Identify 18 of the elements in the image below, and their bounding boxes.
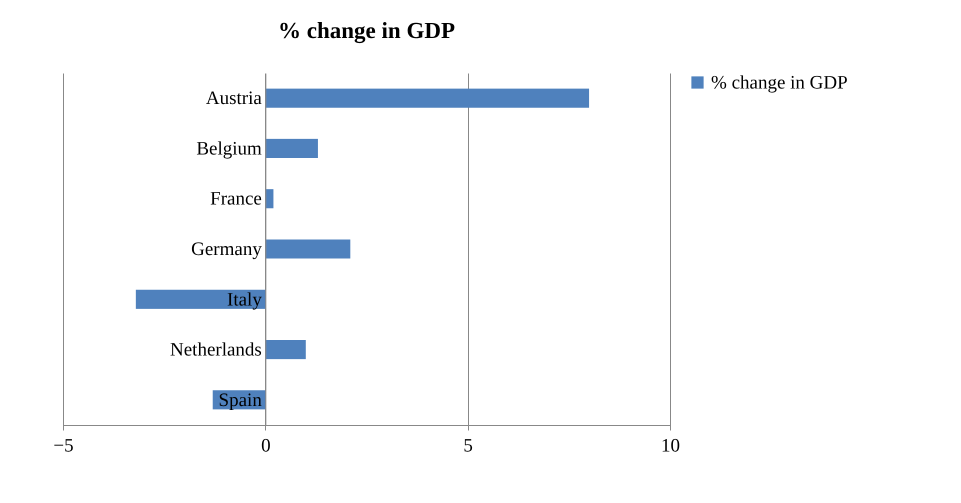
legend-label: % change in GDP (711, 72, 848, 94)
bar (265, 138, 318, 158)
x-tick-label: 10 (661, 436, 680, 456)
chart-title: % change in GDP (278, 18, 455, 44)
x-tick-label: 0 (261, 436, 271, 456)
y-tick-label: Spain (218, 390, 262, 411)
bar (136, 290, 266, 309)
y-tick-label: Germany (191, 239, 262, 260)
y-tick-label: Austria (206, 88, 262, 110)
x-tick-label: −5 (53, 436, 74, 456)
y-tick-label: France (210, 188, 262, 210)
y-tick-label: Belgium (196, 138, 262, 160)
bar (265, 88, 590, 108)
bar (265, 239, 350, 259)
y-tick-label: Netherlands (170, 340, 262, 361)
x-tick-label: 5 (463, 436, 473, 456)
bar (265, 340, 306, 360)
y-tick-label: Italy (227, 289, 262, 310)
